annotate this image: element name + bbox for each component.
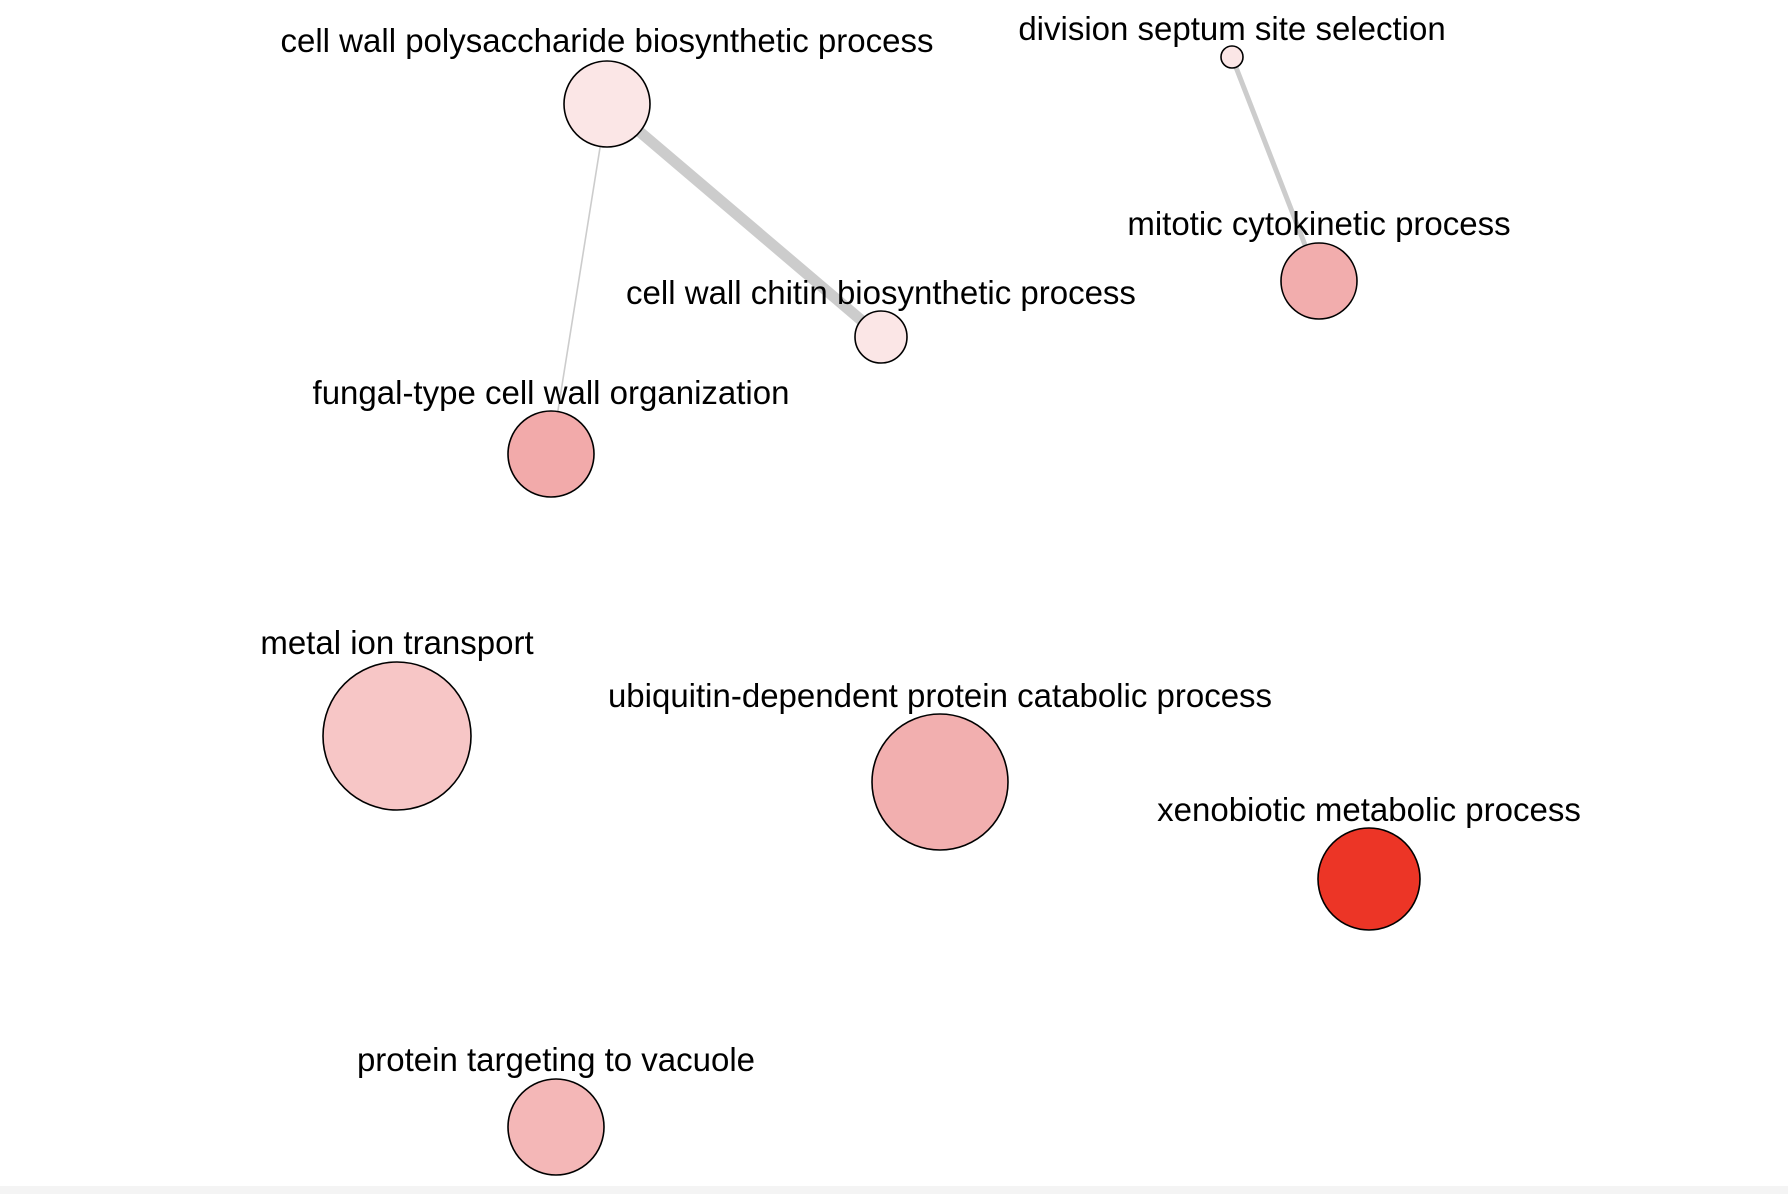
edge-dsss-mcp <box>1229 54 1322 284</box>
node-label-cwps: cell wall polysaccharide biosynthetic pr… <box>281 22 934 59</box>
edges-layer <box>550 54 1322 455</box>
node-fcwo[interactable] <box>507 410 595 498</box>
bottom-edge-strip <box>0 1186 1788 1194</box>
node-label-fcwo: fungal-type cell wall organization <box>313 374 790 411</box>
node-mcp[interactable] <box>1280 242 1358 320</box>
node-label-dsss: division septum site selection <box>1018 10 1445 47</box>
edge-cwps-cwcb <box>601 98 887 343</box>
nodes-layer <box>322 45 1421 1176</box>
node-label-udpc: ubiquitin-dependent protein catabolic pr… <box>608 677 1272 714</box>
node-label-xmp: xenobiotic metabolic process <box>1157 791 1581 828</box>
edge-cwps-fcwo <box>550 103 608 455</box>
node-ptv[interactable] <box>507 1078 605 1176</box>
node-dsss[interactable] <box>1220 45 1244 69</box>
node-label-ptv: protein targeting to vacuole <box>357 1041 755 1078</box>
node-cwcb[interactable] <box>854 310 908 364</box>
labels-layer: cell wall polysaccharide biosynthetic pr… <box>260 10 1581 1078</box>
node-cwps[interactable] <box>563 60 651 148</box>
node-label-mit: metal ion transport <box>260 624 533 661</box>
node-label-mcp: mitotic cytokinetic process <box>1127 205 1510 242</box>
node-mit[interactable] <box>322 661 472 811</box>
node-udpc[interactable] <box>871 713 1009 851</box>
node-xmp[interactable] <box>1317 827 1421 931</box>
node-label-cwcb: cell wall chitin biosynthetic process <box>626 274 1136 311</box>
